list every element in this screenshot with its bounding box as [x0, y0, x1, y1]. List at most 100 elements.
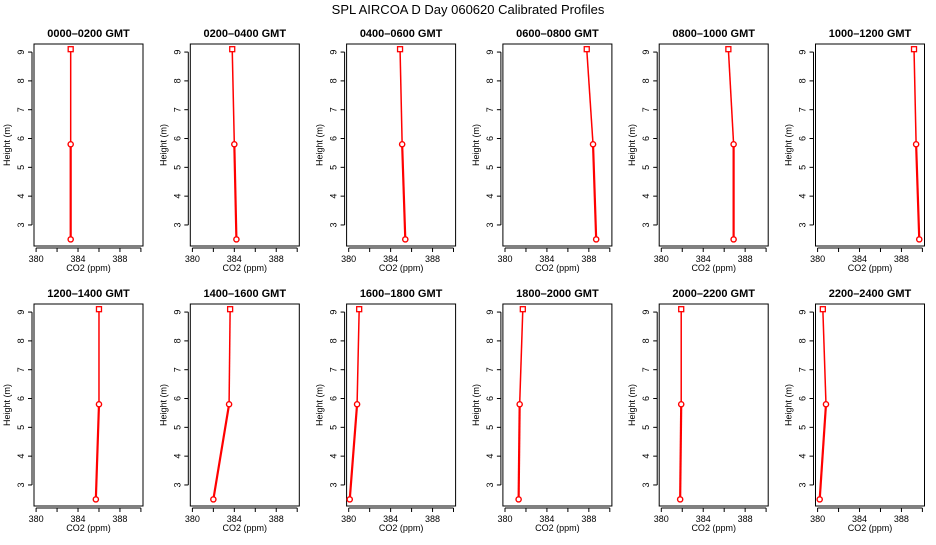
y-tick-label: 9: [172, 50, 182, 55]
profile-segment: [822, 309, 827, 405]
x-axis-label: CO2 (ppm): [691, 523, 736, 533]
y-tick-label: 3: [16, 482, 26, 487]
x-tick-label: 380: [654, 254, 669, 264]
y-tick-label: 6: [16, 396, 26, 401]
x-tick-label: 380: [497, 254, 512, 264]
profile-segment: [228, 309, 231, 405]
y-tick-label: 4: [16, 454, 26, 459]
data-point-circle: [730, 140, 737, 148]
data-point-square: [226, 306, 234, 313]
data-point-circle: [589, 140, 597, 148]
data-point-circle: [210, 496, 217, 503]
data-point-square: [910, 46, 918, 53]
y-tick-label: 6: [329, 136, 339, 141]
y-tick-label: 7: [798, 107, 808, 112]
x-tick-label: 388: [738, 254, 753, 264]
y-tick-label: 3: [798, 482, 808, 487]
x-tick-label: 384: [71, 254, 86, 264]
y-tick-label: 8: [172, 78, 182, 83]
y-tick-label: 5: [329, 425, 339, 430]
y-tick-label: 6: [798, 136, 808, 141]
y-tick-label: 5: [16, 425, 26, 430]
y-tick-label: 7: [641, 107, 651, 112]
y-axis-label: Height (m): [2, 384, 12, 426]
x-axis-label: CO2 (ppm): [66, 263, 111, 273]
x-tick-label: 384: [383, 514, 398, 524]
panel-title: 2000–2200 GMT: [672, 288, 755, 300]
data-point-circle: [516, 400, 523, 408]
profile-segment: [233, 144, 238, 240]
x-axis-label: CO2 (ppm): [535, 263, 580, 273]
y-tick-label: 3: [329, 222, 339, 227]
x-axis-label: CO2 (ppm): [223, 263, 268, 273]
profile-segment: [518, 309, 524, 405]
profile-segment: [212, 404, 231, 500]
y-tick-label: 9: [329, 50, 339, 55]
y-tick-label: 8: [172, 338, 182, 343]
y-tick-label: 5: [641, 425, 651, 430]
data-point-circle: [398, 140, 406, 148]
y-tick-label: 5: [485, 165, 495, 170]
y-tick-label: 3: [172, 222, 182, 227]
x-tick-label: 380: [654, 514, 669, 524]
profile-segment: [679, 404, 683, 500]
y-tick-label: 4: [798, 454, 808, 459]
x-tick-label: 380: [810, 514, 825, 524]
y-tick-label: 6: [798, 396, 808, 401]
y-tick-label: 6: [485, 136, 495, 141]
y-tick-label: 8: [329, 78, 339, 83]
y-tick-label: 8: [485, 78, 495, 83]
profile-segment: [913, 49, 917, 145]
data-point-square: [95, 306, 103, 313]
y-tick-label: 9: [485, 310, 495, 315]
y-tick-label: 3: [485, 482, 495, 487]
data-point-square: [229, 46, 236, 53]
panel-title: 1600–1800 GMT: [360, 288, 443, 300]
profile-segment: [401, 144, 407, 240]
x-axis-label: CO2 (ppm): [691, 263, 736, 273]
plot-frame: [658, 303, 769, 507]
profile-segment: [517, 404, 521, 500]
plot-frame: [658, 43, 769, 247]
data-point-square: [725, 46, 732, 53]
y-tick-label: 3: [329, 482, 339, 487]
panel-title: 1200–1400 GMT: [47, 288, 130, 300]
y-tick-label: 3: [485, 222, 495, 227]
y-tick-label: 7: [329, 367, 339, 372]
x-tick-label: 384: [696, 514, 711, 524]
y-tick-label: 6: [172, 136, 182, 141]
panel-title: 1000–1200 GMT: [829, 28, 912, 40]
plot-frame: [33, 43, 144, 247]
x-tick-label: 384: [71, 514, 86, 524]
x-tick-label: 380: [185, 254, 200, 264]
data-point-circle: [730, 236, 737, 243]
panel-title: 1400–1600 GMT: [204, 288, 287, 300]
y-tick-label: 6: [641, 396, 651, 401]
data-point-square: [396, 46, 404, 53]
data-point-circle: [677, 400, 685, 408]
y-tick-label: 7: [329, 107, 339, 112]
x-tick-label: 384: [852, 514, 867, 524]
x-tick-label: 384: [539, 514, 554, 524]
y-tick-label: 4: [329, 194, 339, 199]
x-tick-label: 388: [425, 254, 440, 264]
x-tick-label: 380: [341, 514, 356, 524]
panel-title: 0800–1000 GMT: [672, 28, 755, 40]
profile-segment: [585, 49, 594, 145]
y-tick-label: 6: [485, 396, 495, 401]
panel-title: 0600–0800 GMT: [516, 28, 599, 40]
y-tick-label: 7: [485, 367, 495, 372]
x-tick-label: 388: [425, 514, 440, 524]
y-tick-label: 9: [798, 50, 808, 55]
x-axis-label: CO2 (ppm): [379, 263, 424, 273]
profile-segment: [915, 144, 921, 240]
x-tick-label: 384: [539, 254, 554, 264]
y-tick-label: 4: [485, 454, 495, 459]
y-tick-label: 5: [172, 425, 182, 430]
y-tick-label: 8: [329, 338, 339, 343]
y-tick-label: 3: [16, 222, 26, 227]
